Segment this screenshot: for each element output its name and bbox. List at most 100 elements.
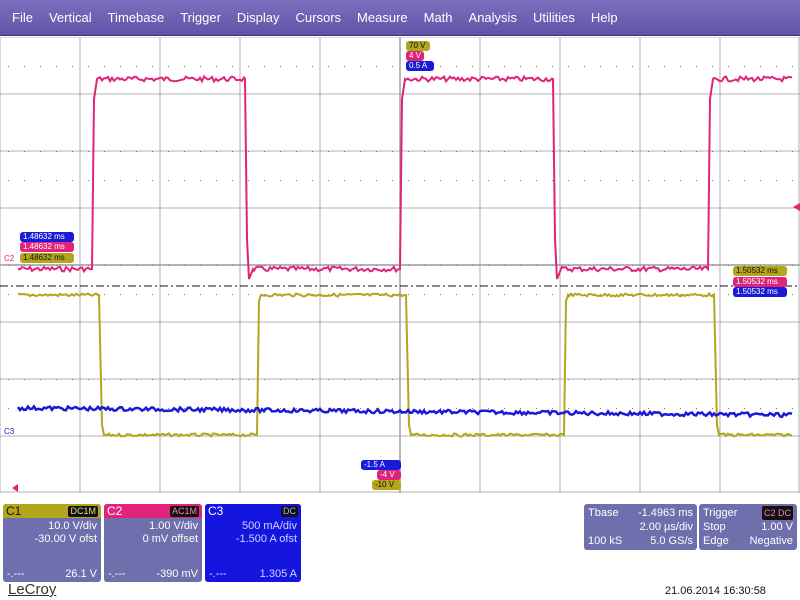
graticule-dot — [296, 151, 297, 152]
graticule-dot — [712, 294, 713, 295]
graticule-dot — [792, 180, 793, 181]
graticule-dot — [616, 151, 617, 152]
graticule-dot — [8, 265, 9, 266]
menu-utilities[interactable]: Utilities — [532, 9, 575, 25]
graticule-dot — [120, 180, 121, 181]
menu-vertical[interactable]: Vertical — [48, 9, 92, 25]
graticule-dot — [632, 265, 633, 266]
channel-3-descriptor[interactable]: C3 DC 500 mA/div -1.500 A ofst -.--- 1.305… — [205, 504, 301, 582]
menu-trigger[interactable]: Trigger — [180, 9, 221, 25]
graticule-dot — [120, 408, 121, 409]
trigger-channel-badge: C2 DC — [761, 506, 793, 520]
graticule-dot — [664, 379, 665, 380]
graticule-dot — [280, 180, 281, 181]
graticule-dot — [616, 265, 617, 266]
graticule-dot — [136, 180, 137, 181]
time-marker-icon[interactable] — [12, 484, 18, 492]
graticule-dot — [8, 379, 9, 380]
channel-1-vdiv: 10.0 V/div — [48, 520, 97, 532]
timebase-samples: 100 kS — [588, 535, 623, 547]
trigger-level-marker-icon[interactable] — [793, 203, 800, 211]
graticule-dot — [504, 379, 505, 380]
graticule-dot — [280, 265, 281, 266]
graticule-dot — [216, 66, 217, 67]
graticule-dot — [168, 66, 169, 67]
graticule-dot — [488, 265, 489, 266]
c2-ground-tag[interactable]: C2 — [4, 254, 15, 263]
graticule-dot — [776, 66, 777, 67]
c3-left-cursor-readout: 1.48632 ms — [20, 232, 74, 242]
graticule-dot — [536, 180, 537, 181]
c3-ground-tag[interactable]: C3 — [4, 427, 15, 436]
graticule-dot — [56, 180, 57, 181]
graticule-dot — [776, 180, 777, 181]
graticule-dot — [344, 265, 345, 266]
graticule-dot — [520, 66, 521, 67]
graticule-dot — [456, 408, 457, 409]
graticule-dot — [296, 408, 297, 409]
graticule-dot — [776, 265, 777, 266]
graticule-dot — [696, 151, 697, 152]
graticule-dot — [728, 379, 729, 380]
graticule-dot — [168, 151, 169, 152]
graticule-dot — [184, 66, 185, 67]
graticule-dot — [408, 180, 409, 181]
graticule-dot — [488, 151, 489, 152]
graticule-dot — [712, 66, 713, 67]
graticule-dot — [216, 180, 217, 181]
channel-1-value: 26.1 V — [65, 568, 97, 580]
graticule-dot — [440, 151, 441, 152]
menu-measure[interactable]: Measure — [357, 9, 408, 25]
graticule-dot — [408, 265, 409, 266]
trigger-level: 1.00 V — [761, 521, 793, 533]
graticule-dot — [392, 151, 393, 152]
graticule-dot — [488, 379, 489, 380]
menu-cursors[interactable]: Cursors — [295, 9, 342, 25]
graticule-dot — [712, 408, 713, 409]
channel-1-descriptor[interactable]: C1 DC1M 10.0 V/div -30.00 V ofst -.--- 26.… — [3, 504, 101, 582]
graticule-dot — [568, 408, 569, 409]
timebase-descriptor[interactable]: Tbase -1.4963 ms 2.00 µs/div 100 kS 5.0 GS… — [584, 504, 697, 550]
menu-math[interactable]: Math — [423, 9, 453, 25]
graticule-dot — [680, 294, 681, 295]
menu-display[interactable]: Display — [236, 9, 280, 25]
graticule-dot — [728, 66, 729, 67]
channel-2-descriptor[interactable]: C2 AC1M 1.00 V/div 0 mV offset -.--- -390 … — [104, 504, 202, 582]
graticule-dot — [632, 151, 633, 152]
graticule-dot — [648, 151, 649, 152]
graticule-dot — [584, 180, 585, 181]
graticule-dot — [376, 408, 377, 409]
menu-file[interactable]: File — [12, 9, 33, 25]
trigger-descriptor[interactable]: Trigger C2 DC Stop 1.00 V Edge Negative — [699, 504, 797, 550]
graticule-dot — [424, 151, 425, 152]
graticule-dot — [552, 180, 553, 181]
c1-left-cursor-readout: 1.48632 ms — [20, 253, 74, 263]
graticule-dot — [248, 379, 249, 380]
trigger-label: Trigger — [703, 507, 738, 519]
c3-right-cursor-readout: 1.50532 ms — [733, 287, 787, 297]
graticule-dot — [680, 408, 681, 409]
graticule-dot — [392, 379, 393, 380]
graticule-dot — [24, 379, 25, 380]
graticule-dot — [376, 379, 377, 380]
trace-c2 — [17, 74, 792, 280]
graticule-dot — [680, 151, 681, 152]
graticule-dot — [104, 294, 105, 295]
graticule-dot — [696, 408, 697, 409]
graticule-dot — [344, 180, 345, 181]
menu-help[interactable]: Help — [590, 9, 618, 25]
graticule-dot — [744, 265, 745, 266]
waveform-display[interactable]: C2 C3 70 V 4 V 0.5 A -1.5 A -4 V -10 V 1… — [0, 37, 800, 493]
trigger-coupling: DC — [778, 508, 791, 518]
trigger-channel: C2 — [763, 508, 776, 518]
graticule-dot — [760, 151, 761, 152]
graticule-dot — [792, 408, 793, 409]
graticule-dot — [728, 294, 729, 295]
graticule-dot — [648, 180, 649, 181]
menu-analysis[interactable]: Analysis — [468, 9, 517, 25]
menu-timebase[interactable]: Timebase — [107, 9, 165, 25]
graticule-dot — [680, 265, 681, 266]
graticule-dot — [88, 180, 89, 181]
channel-3-value: 1.305 A — [259, 568, 297, 580]
timebase-delay: -1.4963 ms — [637, 507, 693, 519]
